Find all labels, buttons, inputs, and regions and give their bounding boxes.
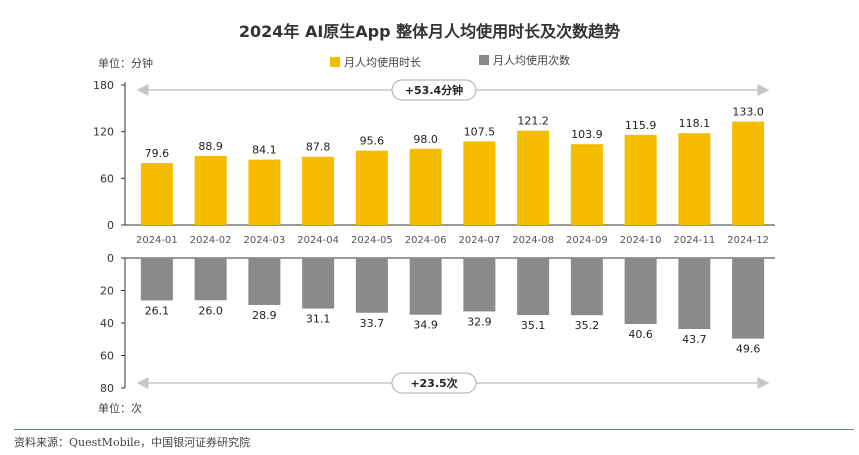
duration-value-label: 87.8 <box>306 141 331 154</box>
duration-bar <box>570 144 603 225</box>
duration-value-label: 98.0 <box>413 133 438 146</box>
count-value-label: 35.2 <box>575 319 600 332</box>
source-divider <box>14 429 854 430</box>
top-y-tick-label: 60 <box>100 172 114 185</box>
x-tick-label: 2024-07 <box>458 235 500 246</box>
x-tick-label: 2024-03 <box>243 235 285 246</box>
count-value-label: 35.1 <box>521 319 546 332</box>
duration-change-annotation-text: +53.4分钟 <box>405 83 463 97</box>
top-y-tick-label: 120 <box>93 126 114 139</box>
duration-value-label: 118.1 <box>679 117 711 130</box>
bottom-y-tick-label: 0 <box>107 252 114 265</box>
duration-bar <box>732 121 765 225</box>
count-bar <box>570 258 603 316</box>
duration-bar <box>624 134 657 225</box>
duration-value-label: 133.0 <box>732 106 764 119</box>
count-bar <box>463 258 496 312</box>
x-tick-label: 2024-11 <box>673 235 715 246</box>
count-bar <box>732 258 765 339</box>
count-bar <box>355 258 388 313</box>
bottom-y-tick-label: 80 <box>100 382 114 395</box>
duration-value-label: 107.5 <box>464 125 496 138</box>
x-tick-label: 2024-05 <box>351 235 393 246</box>
x-tick-label: 2024-04 <box>297 235 339 246</box>
count-bar <box>140 258 173 301</box>
duration-change-annotation-pill <box>391 79 477 101</box>
count-bar <box>678 258 711 330</box>
duration-bar <box>517 130 550 225</box>
count-change-annotation-text: +23.5次 <box>410 376 457 390</box>
x-tick-label: 2024-08 <box>512 235 554 246</box>
duration-value-label: 79.6 <box>145 147 170 160</box>
duration-value-label: 103.9 <box>571 128 603 141</box>
bottom-y-tick-label: 20 <box>100 285 114 298</box>
count-bar <box>409 258 442 315</box>
x-tick-label: 2024-09 <box>566 235 608 246</box>
count-value-label: 34.9 <box>413 319 438 332</box>
duration-bar <box>194 155 227 225</box>
x-tick-label: 2024-01 <box>136 235 178 246</box>
count-value-label: 49.6 <box>736 343 761 356</box>
top-unit-label: 单位：分钟 <box>98 56 153 70</box>
count-bar <box>248 258 281 305</box>
duration-bar <box>355 150 388 225</box>
count-value-label: 43.7 <box>682 333 707 346</box>
legend-swatch-duration <box>330 57 340 67</box>
duration-value-label: 121.2 <box>517 115 549 128</box>
bottom-y-tick-label: 60 <box>100 350 114 363</box>
bottom-unit-label: 单位：次 <box>98 401 142 415</box>
count-bar <box>517 258 550 316</box>
legend-label-duration: 月人均使用时长 <box>344 56 421 69</box>
count-value-label: 28.9 <box>252 309 277 322</box>
chart-title: 2024年 AI原生App 整体月人均使用时长及次数趋势 <box>238 22 621 41</box>
bottom-y-tick-label: 40 <box>100 317 114 330</box>
duration-value-label: 115.9 <box>625 119 657 132</box>
source-note: 资料来源：QuestMobile，中国银河证券研究院 <box>14 436 251 449</box>
duration-bar <box>248 159 281 225</box>
duration-bar <box>678 133 711 225</box>
count-value-label: 26.1 <box>145 304 170 317</box>
count-value-label: 31.1 <box>306 313 331 326</box>
count-value-label: 26.0 <box>198 304 223 317</box>
top-y-tick-label: 0 <box>107 219 114 232</box>
duration-bar <box>302 156 335 225</box>
legend-swatch-count <box>479 55 489 65</box>
duration-value-label: 95.6 <box>360 135 385 148</box>
count-change-annotation-pill <box>391 372 477 394</box>
count-value-label: 33.7 <box>360 317 385 330</box>
duration-bar <box>463 141 496 225</box>
x-tick-label: 2024-12 <box>727 235 769 246</box>
duration-value-label: 88.9 <box>198 140 223 153</box>
count-bar <box>302 258 335 309</box>
count-value-label: 40.6 <box>628 328 653 341</box>
duration-value-label: 84.1 <box>252 144 277 157</box>
x-tick-label: 2024-06 <box>405 235 447 246</box>
count-bar <box>194 258 227 301</box>
x-tick-label: 2024-10 <box>620 235 662 246</box>
count-value-label: 32.9 <box>467 315 492 328</box>
duration-bar <box>409 148 442 225</box>
x-tick-label: 2024-02 <box>190 235 232 246</box>
top-y-tick-label: 180 <box>93 79 114 92</box>
count-bar <box>624 258 657 324</box>
legend-label-count: 月人均使用次数 <box>493 53 570 67</box>
duration-bar <box>140 163 173 225</box>
